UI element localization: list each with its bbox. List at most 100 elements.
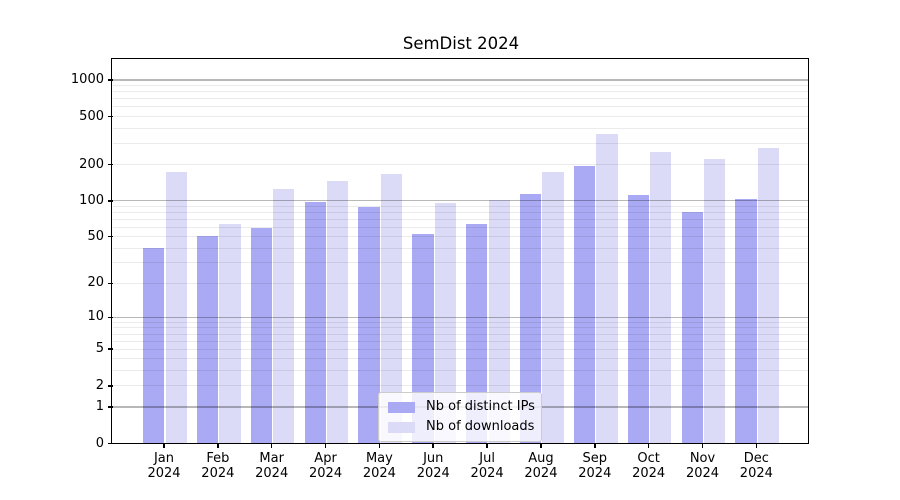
x-tick-month: Feb: [206, 450, 230, 466]
major-gridline: [113, 79, 809, 81]
x-tick-label: Aug 2024: [511, 451, 571, 483]
x-tick-year: 2024: [632, 466, 666, 481]
bar-distinct-ips: [196, 235, 219, 444]
bar-downloads: [757, 148, 780, 444]
x-tick-mark: [324, 443, 327, 449]
bar-downloads: [434, 202, 457, 444]
x-tick-month: Jan: [153, 450, 175, 466]
y-tick-mark: [108, 79, 113, 81]
minor-gridline: [113, 98, 809, 100]
x-tick-month: Jun: [423, 450, 444, 466]
bar-downloads: [380, 173, 403, 444]
minor-gridline: [113, 205, 809, 207]
x-tick-year: 2024: [201, 466, 235, 481]
bar-distinct-ips: [466, 223, 488, 444]
x-tick-year: 2024: [470, 466, 504, 481]
y-tick-label: 500: [79, 108, 104, 124]
bar-distinct-ips: [250, 228, 272, 444]
minor-gridline: [113, 226, 809, 228]
legend: Nb of distinct IPs Nb of downloads: [378, 392, 542, 442]
x-tick-year: 2024: [685, 466, 720, 481]
y-tick-mark: [108, 163, 113, 166]
x-tick-mark: [163, 443, 165, 449]
minor-gridline: [113, 370, 809, 372]
major-gridline: [113, 200, 809, 202]
x-tick-year: 2024: [739, 466, 773, 481]
legend-item: Nb of distinct IPs: [388, 399, 535, 415]
legend-label: Nb of downloads: [426, 419, 535, 434]
x-tick-mark: [270, 443, 273, 449]
plot-area: [113, 60, 809, 444]
x-tick-month: Mar: [259, 450, 284, 466]
y-tick-mark: [108, 235, 113, 238]
bar-downloads: [165, 171, 187, 444]
minor-gridline: [113, 106, 809, 108]
x-tick-label: Dec 2024: [726, 451, 786, 483]
y-tick-mark: [108, 199, 113, 202]
y-tick-label: 2: [95, 377, 104, 393]
bar-downloads: [327, 181, 349, 444]
y-tick-label: 0: [95, 435, 104, 451]
minor-gridline: [113, 348, 809, 350]
minor-gridline: [113, 211, 809, 213]
y-tick-label: 200: [79, 156, 104, 172]
bar-distinct-ips: [143, 248, 165, 444]
bar-downloads: [273, 189, 295, 444]
bar-downloads: [704, 159, 726, 444]
bar-distinct-ips: [735, 199, 757, 444]
y-tick-label: 10: [87, 309, 104, 325]
x-tick-mark: [486, 443, 488, 449]
y-tick-label: 1000: [70, 72, 104, 88]
bar-distinct-ips: [304, 202, 326, 444]
y-tick-mark: [108, 115, 113, 118]
x-tick-month: May: [365, 450, 393, 466]
y-tick-label: 5: [95, 341, 104, 357]
minor-gridline: [113, 247, 809, 249]
minor-gridline: [113, 127, 809, 129]
y-tick-mark: [108, 282, 113, 285]
x-tick-month: Sep: [582, 450, 608, 466]
x-tick-year: 2024: [416, 466, 450, 481]
x-tick-label: May 2024: [349, 451, 409, 483]
minor-gridline: [113, 262, 809, 264]
minor-gridline: [113, 142, 809, 144]
legend-swatch-downloads: [388, 421, 415, 433]
x-tick-label: Feb 2024: [188, 451, 248, 483]
minor-gridline: [113, 85, 809, 87]
x-tick-label: Jul 2024: [457, 451, 517, 483]
x-tick-mark: [217, 443, 219, 449]
x-tick-label: Nov 2024: [673, 451, 733, 483]
x-tick-label: Mar 2024: [242, 451, 302, 483]
x-tick-mark: [647, 443, 650, 449]
minor-gridline: [113, 333, 809, 335]
x-tick-month: Nov: [689, 450, 716, 466]
y-tick-label: 1: [95, 399, 104, 415]
minor-gridline: [113, 282, 809, 284]
bar-downloads: [650, 152, 672, 444]
y-tick-mark: [108, 348, 113, 351]
bar-distinct-ips: [627, 194, 649, 444]
minor-gridline: [113, 358, 809, 360]
major-gridline: [113, 316, 809, 318]
bar-distinct-ips: [519, 194, 542, 444]
x-tick-year: 2024: [362, 466, 396, 481]
y-tick-mark: [108, 316, 113, 319]
x-tick-mark: [378, 443, 381, 449]
legend-item: Nb of downloads: [388, 419, 535, 435]
x-tick-month: Aug: [528, 450, 554, 466]
minor-gridline: [113, 321, 809, 323]
legend-swatch-distinct-ips: [388, 401, 415, 413]
x-tick-label: Jun 2024: [403, 451, 463, 483]
x-tick-mark: [755, 443, 758, 449]
x-tick-mark: [594, 443, 596, 449]
minor-gridline: [113, 327, 809, 329]
x-tick-label: Sep 2024: [565, 451, 625, 483]
minor-gridline: [113, 116, 809, 117]
y-tick-mark: [108, 442, 113, 445]
bar-distinct-ips: [412, 233, 434, 444]
minor-gridline: [113, 340, 809, 342]
x-tick-mark: [701, 443, 704, 449]
x-tick-month: Jul: [479, 450, 495, 466]
y-tick-label: 20: [87, 275, 104, 291]
